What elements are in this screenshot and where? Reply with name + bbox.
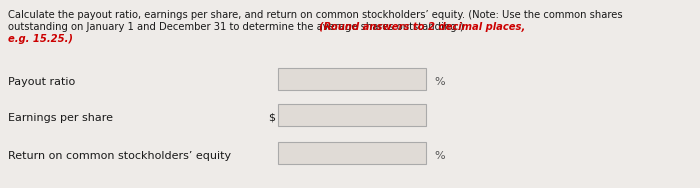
- FancyBboxPatch shape: [278, 142, 426, 164]
- FancyBboxPatch shape: [278, 104, 426, 126]
- Text: Earnings per share: Earnings per share: [8, 113, 113, 123]
- FancyBboxPatch shape: [278, 68, 426, 90]
- Text: %: %: [434, 77, 444, 87]
- Text: Return on common stockholders’ equity: Return on common stockholders’ equity: [8, 151, 231, 161]
- Text: %: %: [434, 151, 444, 161]
- Text: Calculate the payout ratio, earnings per share, and return on common stockholder: Calculate the payout ratio, earnings per…: [8, 10, 622, 20]
- Text: (Round answers to 2 decimal places,: (Round answers to 2 decimal places,: [319, 22, 526, 32]
- Text: outstanding on January 1 and December 31 to determine the average shares outstan: outstanding on January 1 and December 31…: [8, 22, 467, 32]
- Text: e.g. 15.25.): e.g. 15.25.): [8, 34, 73, 44]
- Text: $: $: [268, 113, 275, 123]
- Text: Payout ratio: Payout ratio: [8, 77, 76, 87]
